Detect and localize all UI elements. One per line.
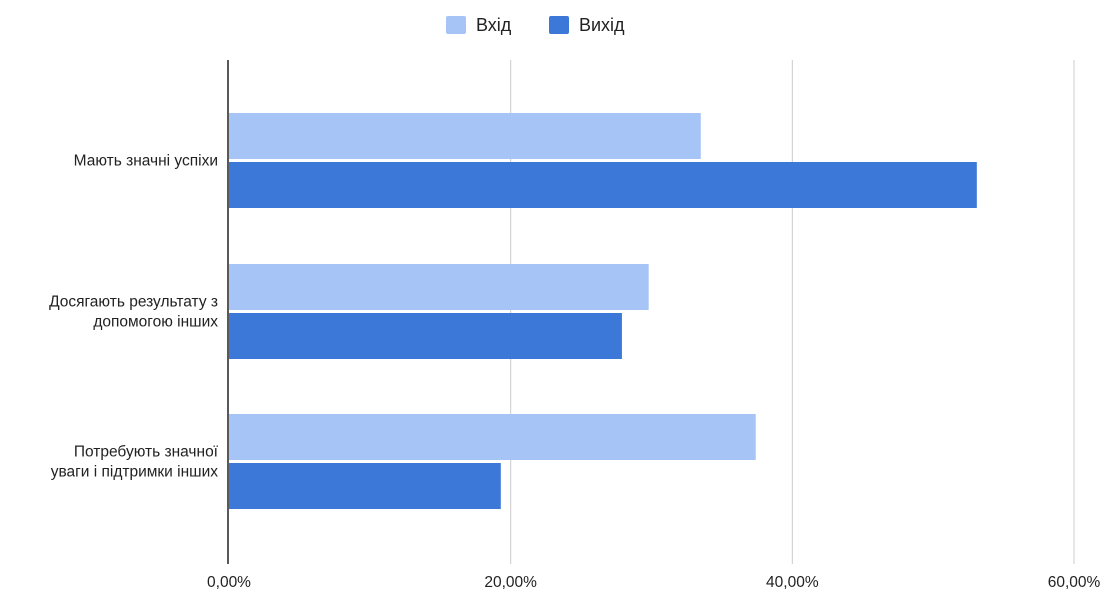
x-tick-label-3: 60,00% xyxy=(1048,574,1101,591)
x-tick-label-0: 0,00% xyxy=(207,574,251,591)
x-tick-label-1: 20,00% xyxy=(484,574,537,591)
category-label-1: Досягають результату з допомогою інших xyxy=(49,294,218,331)
bar-Вихід-0 xyxy=(229,162,977,208)
legend: Вхід Вихід xyxy=(446,15,625,35)
bar-Вихід-1 xyxy=(229,313,622,359)
legend-swatch-0 xyxy=(446,16,466,34)
x-tick-label-2: 40,00% xyxy=(766,574,819,591)
bar-Вхід-2 xyxy=(229,414,756,460)
category-label-2: Потребують значної уваги і підтримки інши… xyxy=(51,444,219,481)
bars xyxy=(229,113,977,509)
bar-Вхід-1 xyxy=(229,264,649,310)
bar-Вхід-0 xyxy=(229,113,701,159)
legend-label-0: Вхід xyxy=(476,15,512,35)
legend-swatch-1 xyxy=(549,16,569,34)
legend-label-1: Вихід xyxy=(579,15,625,35)
bar-Вихід-2 xyxy=(229,463,501,509)
axes: Мають значні успіхи Досягають результату … xyxy=(49,60,1100,591)
category-label-0: Мають значні успіхи xyxy=(74,153,218,170)
